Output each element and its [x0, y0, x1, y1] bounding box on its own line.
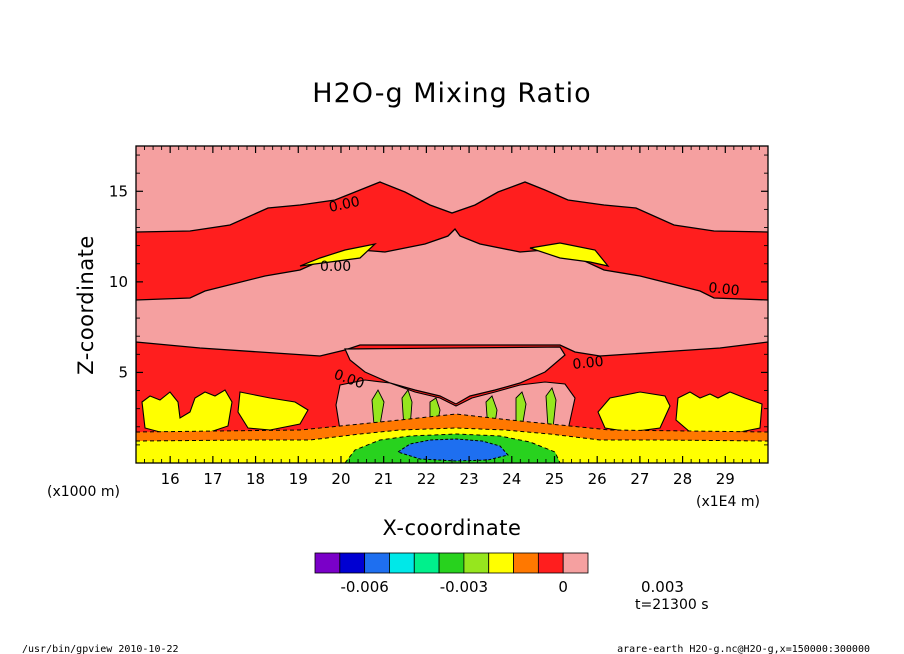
- x-tick-label: 24: [502, 470, 521, 488]
- x-tick-label: 26: [588, 470, 607, 488]
- orange-anomaly: [344, 346, 566, 405]
- colorbar-swatch: [314, 552, 341, 574]
- colorbar-tick-label: 0.003: [641, 578, 684, 596]
- y-tick-label: 10: [109, 273, 128, 291]
- x-tick-label: 21: [374, 470, 393, 488]
- y-tick-label: 5: [118, 363, 128, 381]
- low-yellow-cell-left-2: [237, 391, 309, 431]
- x-tick-label: 29: [716, 470, 735, 488]
- colorbar-swatch: [562, 552, 589, 574]
- y-axis: 5 10 15: [109, 154, 768, 446]
- x-tick-label: 27: [630, 470, 649, 488]
- x-tick-label: 25: [545, 470, 564, 488]
- upper-yellow-blob-left: [299, 242, 377, 267]
- colorbar-swatch: [513, 552, 539, 574]
- contour-field: 0.00 0.00 0.00 0.00 0.00: [136, 146, 768, 463]
- colorbar-swatch: [537, 552, 564, 574]
- x-tick-label: 23: [460, 470, 479, 488]
- colorbar-swatch: [438, 552, 465, 574]
- y-tick-label: 15: [109, 182, 128, 200]
- colorbar-swatch: [389, 552, 415, 574]
- x-tick-label: 16: [161, 470, 180, 488]
- x-tick-label: 19: [289, 470, 308, 488]
- colorbar-tick-label: 0: [558, 578, 568, 596]
- colorbar-tick-label: -0.003: [440, 578, 488, 596]
- colorbar: -0.006 -0.003 0 0.003: [314, 552, 684, 596]
- x-tick-label: 22: [417, 470, 436, 488]
- x-axis: 16 17 18 19 20 21 22 23 24 25 26 27 28 29: [135, 146, 760, 488]
- x-tick-label: 17: [203, 470, 222, 488]
- colorbar-swatch: [488, 552, 514, 574]
- x-scale-note: (x1E4 m): [696, 494, 760, 510]
- x-unit-note: (x1000 m): [47, 484, 120, 500]
- colorbar-tick-label: -0.006: [340, 578, 388, 596]
- footer-right: arare-earth_H2O-g.nc@H2O-g,x=150000:3000…: [617, 644, 870, 654]
- colorbar-swatch: [364, 552, 390, 574]
- chart-title: H2O-g Mixing Ratio: [312, 78, 591, 109]
- surface-purple-spot: [425, 444, 490, 454]
- contour-label-1: 0.00: [328, 194, 362, 216]
- time-label: t=21300 s: [635, 597, 709, 613]
- contour-label-2: 0.00: [320, 259, 351, 275]
- colorbar-swatch: [463, 552, 490, 574]
- x-tick-label: 18: [246, 470, 265, 488]
- colorbar-swatch: [339, 552, 366, 574]
- contour-label-3: 0.00: [708, 280, 741, 299]
- y-axis-label: Z-coordinate: [74, 235, 98, 375]
- x-tick-label: 28: [673, 470, 692, 488]
- x-tick-label: 20: [331, 470, 350, 488]
- low-yellow-cell-right-1: [597, 391, 671, 433]
- contour-label-4: 0.00: [572, 354, 605, 373]
- footer-left: /usr/bin/gpview 2010-10-22: [22, 644, 179, 654]
- colorbar-swatch: [413, 552, 440, 574]
- upper-yellow-blob-right: [529, 242, 610, 267]
- x-axis-label: X-coordinate: [383, 516, 522, 540]
